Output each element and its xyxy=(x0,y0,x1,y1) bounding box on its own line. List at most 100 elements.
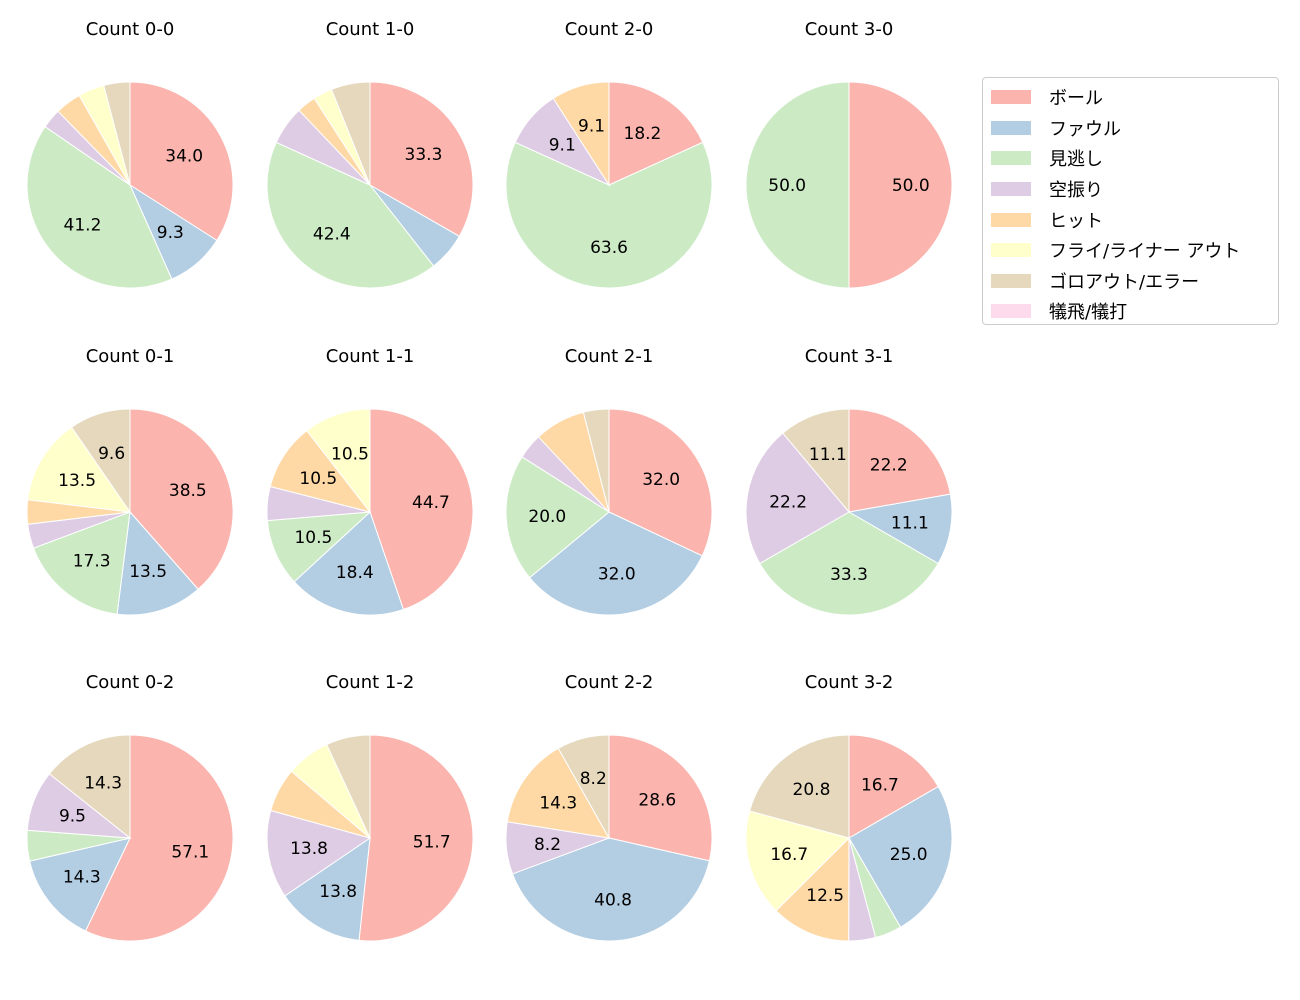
pie-chart: Count 0-138.513.517.313.59.6 xyxy=(26,346,234,616)
slice-label: 42.4 xyxy=(313,225,351,245)
slice-label: 20.8 xyxy=(793,780,831,800)
pie-slice xyxy=(745,432,850,565)
slice-label: 12.5 xyxy=(806,886,844,906)
pie-slice xyxy=(369,81,474,237)
pie-slice xyxy=(129,81,234,242)
pie-slice xyxy=(848,734,939,839)
slice-label: 14.3 xyxy=(539,794,577,814)
slice-label: 13.5 xyxy=(58,471,96,491)
slice-label: 14.3 xyxy=(84,773,122,793)
legend-label: ゴロアウト/エラー xyxy=(1049,271,1200,293)
pie-slice xyxy=(326,734,371,839)
legend-label: ボール xyxy=(1049,88,1103,110)
slice-label: 9.1 xyxy=(578,117,605,137)
pie-slice xyxy=(505,141,713,289)
pie-slice xyxy=(27,426,132,513)
legend-label: 見逃し xyxy=(1049,149,1103,171)
slice-label: 9.5 xyxy=(59,806,86,826)
pie-slice xyxy=(782,408,850,514)
pie-slice xyxy=(369,408,474,611)
pie-slice xyxy=(848,81,953,289)
slice-label: 33.3 xyxy=(405,145,443,165)
slice-label: 22.2 xyxy=(870,456,908,476)
slice-label: 51.7 xyxy=(413,832,451,852)
slice-label: 11.1 xyxy=(891,514,929,534)
legend-swatch xyxy=(991,182,1031,197)
pie-slice xyxy=(330,81,371,186)
slice-label: 10.5 xyxy=(294,528,332,548)
pie-slice xyxy=(32,511,131,615)
slice-label: 32.0 xyxy=(642,470,680,490)
pie-slice xyxy=(505,456,610,579)
legend-item: ファウル xyxy=(991,113,1278,144)
legend: ボール ファウル 見逃し 空振り ヒット フライ/ライナー アウト ゴロアウト/エラー 犠飛/… xyxy=(982,77,1279,325)
slice-label: 41.2 xyxy=(64,216,102,236)
pie-slice xyxy=(266,809,372,897)
slice-label: 13.8 xyxy=(319,882,357,902)
pie-slice xyxy=(745,81,850,289)
slice-label: 18.4 xyxy=(336,563,374,583)
slice-label: 9.1 xyxy=(549,136,576,156)
pie-chart: Count 3-1 22.2 11.1 33.3 22.2 11.1 xyxy=(745,346,953,616)
pie-slice xyxy=(284,836,371,941)
legend-swatch xyxy=(991,151,1031,166)
pie-slice xyxy=(582,408,610,513)
legend-swatch xyxy=(991,243,1031,258)
legend-item: ゴロアウト/エラー xyxy=(991,266,1278,297)
pie-chart: Count 2-0 18.2 63.6 9.19.1 xyxy=(505,19,713,289)
slice-label: 8.2 xyxy=(580,769,607,789)
pie-chart: Count 1-0 33.3 42.4 xyxy=(266,19,474,289)
pie-slice xyxy=(557,734,610,840)
slice-label: 22.2 xyxy=(769,492,807,512)
pie-slice xyxy=(847,493,953,565)
pie-slice xyxy=(266,141,435,289)
slice-label: 50.0 xyxy=(892,176,930,196)
pie-slice xyxy=(116,510,199,616)
slice-label: 50.0 xyxy=(768,176,806,196)
pie-slice xyxy=(848,408,952,513)
pie-slice xyxy=(48,734,131,840)
pie-slice xyxy=(358,734,474,942)
slice-label: 44.7 xyxy=(412,493,450,513)
legend-label: ヒット xyxy=(1049,210,1103,232)
slice-label: 63.6 xyxy=(590,238,628,258)
slice-label: 16.7 xyxy=(770,845,808,865)
pie-slice xyxy=(608,734,713,862)
slice-label: 9.6 xyxy=(98,444,125,464)
legend-item: 犠飛/犠打 xyxy=(991,296,1278,327)
slice-label: 8.2 xyxy=(534,835,561,855)
pie-slice xyxy=(306,408,371,514)
pie-chart: Count 1-144.718.410.510.510.5 xyxy=(266,346,474,616)
pie-slice xyxy=(552,81,610,187)
slice-label: 57.1 xyxy=(171,843,209,863)
pie-slice xyxy=(129,408,234,590)
legend-item: ボール xyxy=(991,82,1278,113)
slice-label: 16.7 xyxy=(861,775,899,795)
pie-chart: Count 2-228.640.88.214.38.2 xyxy=(505,672,713,942)
pie-slice xyxy=(748,734,850,839)
pie-chart: Count 0-0 34.0 9.3 41.2 xyxy=(26,19,234,289)
slice-label: 18.2 xyxy=(624,124,662,144)
slice-label: 13.8 xyxy=(290,839,328,859)
pie-title: Count 1-0 xyxy=(326,19,415,40)
slice-label: 9.3 xyxy=(157,223,184,243)
pie-title: Count 3-2 xyxy=(805,672,894,693)
slice-label: 40.8 xyxy=(594,891,632,911)
pie-slice xyxy=(70,408,131,514)
pie-slice xyxy=(608,81,704,186)
pie-slice xyxy=(848,785,953,928)
pie-title: Count 1-1 xyxy=(326,346,415,367)
pie-slice xyxy=(511,837,711,942)
legend-item: 空振り xyxy=(991,174,1278,205)
legend-label: 犠飛/犠打 xyxy=(1049,302,1128,324)
slice-label: 20.0 xyxy=(528,507,566,527)
pie-slice xyxy=(103,81,131,186)
slice-label: 10.5 xyxy=(299,469,337,489)
legend-swatch xyxy=(991,90,1031,105)
pie-slice xyxy=(26,125,173,289)
legend-item: ヒット xyxy=(991,204,1278,235)
legend-label: ファウル xyxy=(1049,118,1121,140)
slice-label: 34.0 xyxy=(165,146,203,166)
pie-chart: Count 2-1 32.0 32.0 20.0 xyxy=(505,346,713,616)
